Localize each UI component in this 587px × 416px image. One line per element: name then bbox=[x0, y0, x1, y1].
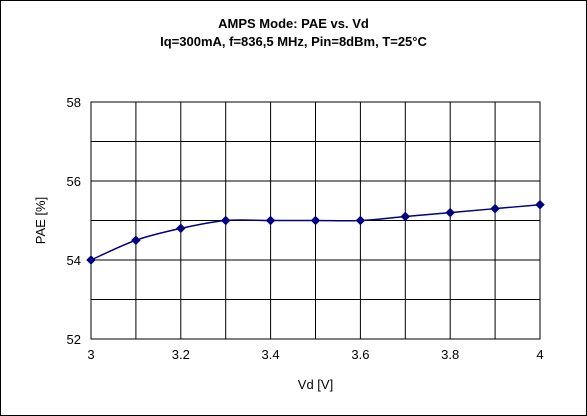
y-tick-label: 54 bbox=[67, 253, 81, 268]
chart-subtitle: Iq=300mA, f=836,5 MHz, Pin=8dBm, T=25°C bbox=[160, 34, 427, 49]
data-point-marker bbox=[400, 211, 411, 222]
y-axis-label: PAE [%] bbox=[33, 197, 48, 244]
y-tick-label: 56 bbox=[67, 174, 81, 189]
plot-area-border bbox=[90, 101, 541, 340]
data-point-marker bbox=[490, 203, 500, 214]
data-point-marker bbox=[265, 215, 276, 226]
data-point-marker bbox=[445, 207, 456, 218]
x-tick-label: 3.2 bbox=[172, 347, 190, 362]
y-tick-label: 58 bbox=[67, 95, 81, 110]
x-tick-label: 3.8 bbox=[441, 347, 459, 362]
data-point-marker bbox=[310, 215, 321, 226]
x-axis-label: Vd [V] bbox=[298, 377, 333, 392]
data-point-marker bbox=[535, 199, 545, 210]
x-tick-label: 4 bbox=[536, 347, 543, 362]
chart-title: AMPS Mode: PAE vs. Vd bbox=[218, 16, 369, 31]
data-point-marker bbox=[86, 255, 96, 265]
series-layer bbox=[86, 199, 545, 265]
y-tick-label: 52 bbox=[67, 332, 81, 347]
x-tick-label: 3.4 bbox=[262, 347, 280, 362]
x-tick-label: 3 bbox=[87, 347, 94, 362]
data-point-marker bbox=[175, 223, 186, 234]
data-point-marker bbox=[355, 215, 366, 226]
data-point-marker bbox=[220, 215, 231, 226]
data-point-marker bbox=[131, 235, 141, 246]
x-tick-label: 3.6 bbox=[351, 347, 369, 362]
tick-labels: 3 3.2 3.4 3.6 3.8 4 52 54 56 58 bbox=[67, 95, 544, 362]
